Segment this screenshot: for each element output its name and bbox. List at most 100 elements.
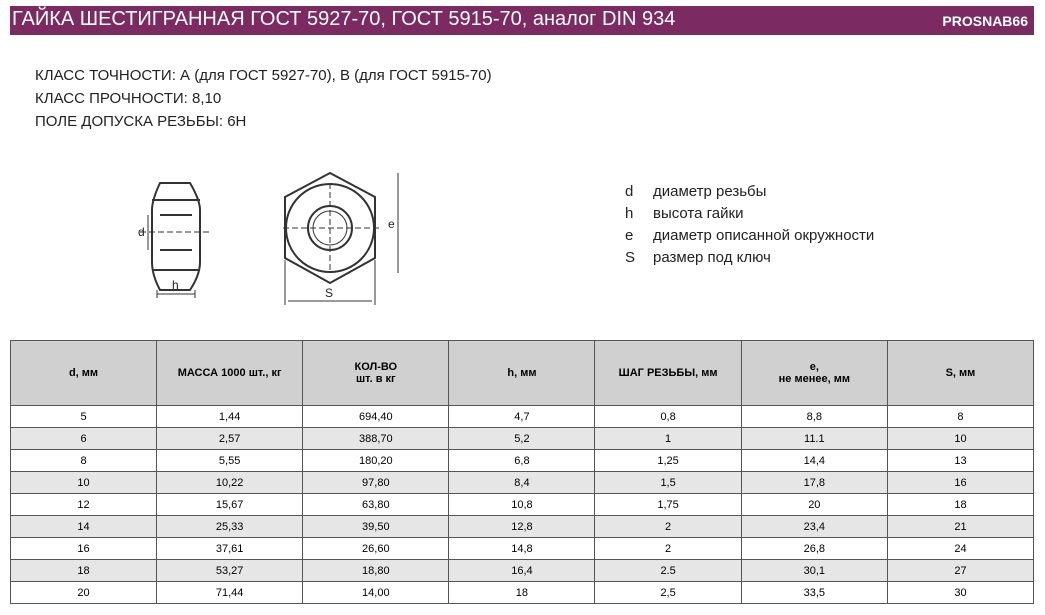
legend-text: высота гайки [653, 205, 744, 222]
label-h: h [172, 278, 179, 292]
spec-line: КЛАСС ПРОЧНОСТИ: 8,10 [35, 90, 222, 107]
cell: 14,8 [448, 537, 596, 560]
cell: 11.1 [740, 427, 888, 450]
cell: 16 [9, 537, 158, 560]
label-e: e [388, 217, 395, 231]
cell: 2 [594, 537, 742, 560]
header-line: e, [809, 361, 819, 373]
cell: 5,55 [156, 449, 304, 472]
header-row: d, мм МАССА 1000 шт., кг КОЛ-ВО шт. в кг h, … [9, 340, 1035, 406]
cell: 18 [886, 493, 1035, 516]
column-header: h, мм [448, 340, 596, 406]
header-line: S, мм [945, 367, 976, 379]
title: ГАЙКА ШЕСТИГРАННАЯ ГОСТ 5927-70, ГОСТ 59… [12, 8, 676, 30]
table-row: 10 10,22 97,80 8,4 1,5 17,8 16 [9, 471, 1035, 494]
cell: 13 [886, 449, 1035, 472]
cell: 2.5 [594, 559, 742, 582]
cell: 10,8 [448, 493, 596, 516]
cell: 26,60 [302, 537, 450, 560]
cell: 14,4 [740, 449, 888, 472]
column-header: d, мм [9, 340, 158, 406]
table: d, мм МАССА 1000 шт., кг КОЛ-ВО шт. в кг h, … [9, 340, 1035, 604]
table-row: 8 5,55 180,20 6,8 1,25 14,4 13 [9, 449, 1035, 472]
cell: 71,44 [156, 581, 304, 604]
cell: 25,33 [156, 515, 304, 538]
column-header: ШАГ РЕЗЬБЫ, мм [594, 340, 742, 406]
cell: 30 [886, 581, 1035, 604]
cell: 17,8 [740, 471, 888, 494]
cell: 6 [9, 427, 158, 450]
cell: 10 [9, 471, 158, 494]
table-row: 20 71,44 14,00 18 2,5 33,5 30 [9, 581, 1035, 604]
diagram: d h e S [138, 171, 399, 305]
legend-item: h высота гайки [625, 205, 743, 222]
table-row: 5 1,44 694,40 4,7 0,8 8,8 8 [9, 405, 1035, 428]
cell: 20 [9, 581, 158, 604]
cell: 12,8 [448, 515, 596, 538]
cell: 15,67 [156, 493, 304, 516]
cell: 18 [9, 559, 158, 582]
column-header: МАССА 1000 шт., кг [156, 340, 304, 406]
cell: 24 [886, 537, 1035, 560]
cell: 33,5 [740, 581, 888, 604]
header-line: ШАГ РЕЗЬБЫ, мм [618, 367, 718, 379]
legend-symbol: d [625, 183, 634, 200]
table-body: 5 1,44 694,40 4,7 0,8 8,8 8 6 2,57 388,70 5,2 1 11.1… [9, 405, 1035, 604]
cell: 5 [9, 405, 158, 428]
cell: 23,4 [740, 515, 888, 538]
cell: 6,8 [448, 449, 596, 472]
table-row: 12 15,67 63,80 10,8 1,75 20 18 [9, 493, 1035, 516]
cell: 18,80 [302, 559, 450, 582]
cell: 37,61 [156, 537, 304, 560]
column-header: S, мм [886, 340, 1035, 406]
cell: 388,70 [302, 427, 450, 450]
cell: 53,27 [156, 559, 304, 582]
cell: 180,20 [302, 449, 450, 472]
brand: PROSNAB66 [942, 13, 1028, 29]
column-header: КОЛ-ВО шт. в кг [302, 340, 450, 406]
table-row: 14 25,33 39,50 12,8 2 23,4 21 [9, 515, 1035, 538]
cell: 1,44 [156, 405, 304, 428]
cell: 97,80 [302, 471, 450, 494]
table-row: 18 53,27 18,80 16,4 2.5 30,1 27 [9, 559, 1035, 582]
legend-text: диаметр описанной окружности [653, 227, 875, 244]
cell: 2,57 [156, 427, 304, 450]
spec-line: КЛАСС ТОЧНОСТИ: А (для ГОСТ 5927-70), В … [35, 67, 492, 84]
cell: 1 [594, 427, 742, 450]
cell: 21 [886, 515, 1035, 538]
header-line: шт. в кг [356, 373, 396, 385]
header: ГАЙКА ШЕСТИГРАННАЯ ГОСТ 5927-70, ГОСТ 59… [10, 6, 1034, 35]
header-line: d, мм [68, 367, 99, 379]
header-line: КОЛ-ВО [354, 361, 398, 373]
legend-symbol: h [625, 205, 634, 222]
cell: 694,40 [302, 405, 450, 428]
cell: 1,5 [594, 471, 742, 494]
cell: 8,4 [448, 471, 596, 494]
column-header: e, не менее, мм [740, 340, 888, 406]
label-d: d [138, 225, 145, 239]
table-row: 6 2,57 388,70 5,2 1 11.1 10 [9, 427, 1035, 450]
cell: 1,75 [594, 493, 742, 516]
header-line: h, мм [507, 367, 537, 379]
cell: 26,8 [740, 537, 888, 560]
legend-symbol: S [625, 249, 636, 266]
cell: 10,22 [156, 471, 304, 494]
cell: 2,5 [594, 581, 742, 604]
legend-text: размер под ключ [653, 249, 771, 266]
cell: 14 [9, 515, 158, 538]
legend-item: d диаметр резьбы [625, 183, 766, 200]
header-line: не менее, мм [778, 373, 850, 385]
cell: 8 [9, 449, 158, 472]
cell: 16,4 [448, 559, 596, 582]
legend-item: e диаметр описанной окружности [625, 227, 874, 244]
spec-line: ПОЛЕ ДОПУСКА РЕЗЬБЫ: 6Н [35, 113, 247, 130]
cell: 1,25 [594, 449, 742, 472]
cell: 18 [448, 581, 596, 604]
cell: 0,8 [594, 405, 742, 428]
cell: 20 [740, 493, 888, 516]
cell: 39,50 [302, 515, 450, 538]
cell: 14,00 [302, 581, 450, 604]
label-s: S [325, 286, 333, 300]
cell: 27 [886, 559, 1035, 582]
